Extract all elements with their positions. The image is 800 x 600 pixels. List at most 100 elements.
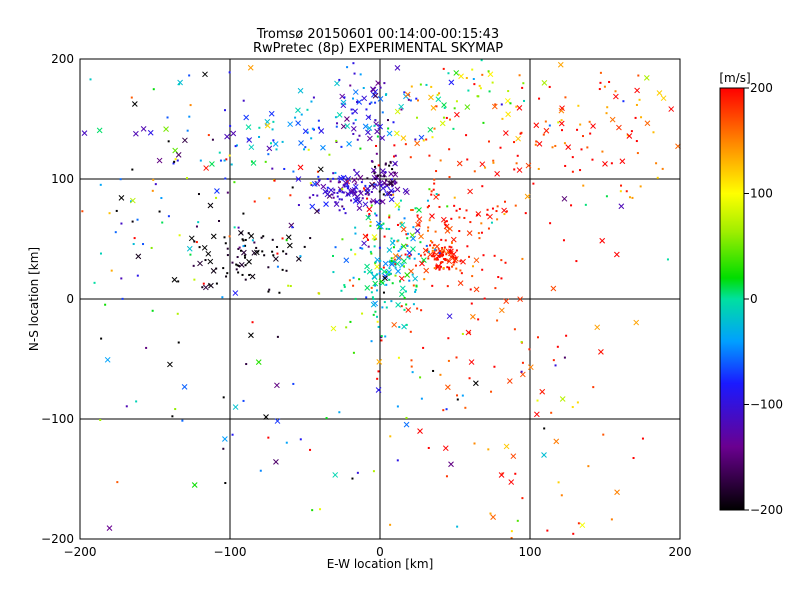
- data-point-cross: [379, 198, 386, 205]
- data-point-dot: [622, 100, 625, 103]
- data-point-cross: [534, 411, 540, 418]
- data-point-dot: [177, 280, 180, 283]
- data-point-dot: [406, 237, 409, 240]
- data-point-dot: [427, 446, 430, 449]
- data-point-cross: [263, 414, 269, 420]
- data-point-cross: [541, 80, 548, 86]
- data-point-dot: [513, 328, 516, 331]
- data-point-dot: [340, 198, 343, 201]
- data-point-dot: [521, 497, 524, 500]
- data-point-dot: [448, 176, 451, 179]
- data-point-cross: [104, 356, 111, 363]
- data-point-dot: [167, 140, 170, 143]
- data-point-dot: [521, 257, 524, 260]
- data-point-dot: [255, 246, 258, 249]
- data-point-cross: [386, 130, 393, 137]
- data-point-dot: [303, 245, 306, 248]
- data-point-dot: [453, 196, 456, 199]
- data-point-cross: [243, 114, 250, 121]
- data-point-dot: [477, 318, 480, 321]
- data-point-dot: [366, 191, 369, 194]
- data-point-dot: [381, 306, 384, 309]
- data-point-cross: [133, 130, 139, 137]
- data-point-dot: [445, 116, 448, 119]
- data-point-dot: [218, 219, 221, 222]
- data-point-dot: [444, 239, 447, 242]
- data-point-dot: [437, 255, 440, 258]
- data-point-dot: [81, 210, 84, 213]
- data-point-dot: [242, 239, 245, 242]
- data-point-dot: [233, 181, 236, 184]
- data-point-dot: [478, 237, 481, 240]
- data-point-dot: [497, 276, 500, 279]
- data-point-dot: [467, 89, 470, 92]
- data-point-dot: [223, 159, 226, 162]
- data-point-dot: [263, 254, 266, 257]
- data-point-dot: [376, 289, 379, 292]
- data-point-cross: [298, 140, 304, 146]
- data-point-dot: [418, 224, 421, 227]
- data-point-dot: [557, 121, 560, 124]
- data-point-dot: [509, 102, 512, 105]
- data-point-dot: [426, 249, 429, 252]
- data-point-dot: [472, 265, 475, 268]
- data-point-dot: [332, 196, 335, 199]
- data-point-dot: [136, 274, 139, 277]
- data-point-cross: [618, 203, 625, 210]
- data-point-cross: [439, 120, 446, 127]
- y-tick-label: 0: [66, 292, 74, 306]
- data-point-dot: [208, 283, 211, 286]
- data-point-dot: [456, 398, 459, 401]
- data-point-dot: [343, 285, 346, 288]
- colorbar-tick-label: 100: [750, 187, 773, 201]
- data-point-dot: [442, 267, 445, 270]
- data-point-dot: [393, 258, 396, 261]
- data-point-dot: [453, 204, 456, 207]
- data-point-dot: [494, 287, 497, 290]
- data-point-dot: [461, 394, 464, 397]
- data-point-cross: [371, 234, 378, 240]
- data-point-cross: [356, 99, 363, 105]
- data-point-dot: [445, 408, 448, 411]
- data-point-dot: [400, 305, 403, 308]
- data-point-dot: [382, 222, 385, 225]
- data-point-dot: [436, 265, 439, 268]
- data-point-dot: [318, 292, 321, 295]
- data-point-dot: [359, 73, 362, 76]
- data-point-cross: [501, 207, 507, 214]
- data-point-dot: [432, 369, 435, 372]
- data-point-dot: [412, 226, 415, 229]
- data-point-dot: [608, 80, 611, 83]
- data-point-dot: [490, 221, 493, 224]
- data-point-dot: [374, 183, 377, 186]
- data-point-dot: [405, 303, 408, 306]
- data-point-cross: [399, 285, 406, 292]
- data-point-cross: [517, 296, 523, 303]
- data-point-dot: [469, 288, 472, 291]
- data-point-dot: [336, 122, 339, 125]
- data-point-dot: [448, 266, 451, 269]
- data-point-dot: [391, 178, 394, 181]
- data-point-cross: [387, 180, 393, 187]
- data-point-dot: [372, 470, 375, 473]
- data-point-dot: [489, 512, 492, 515]
- data-point-dot: [336, 191, 339, 194]
- data-point-dot: [454, 256, 457, 259]
- data-point-dot: [409, 99, 412, 102]
- data-point-cross: [616, 124, 622, 131]
- data-point-dot: [382, 291, 385, 294]
- data-point-dot: [495, 210, 498, 213]
- data-point-dot: [173, 160, 176, 163]
- data-point-dot: [370, 190, 373, 193]
- data-point-dot: [271, 250, 274, 253]
- data-point-dot: [445, 253, 448, 256]
- data-point-dot: [99, 418, 102, 421]
- data-point-cross: [214, 188, 220, 194]
- data-point-dot: [342, 191, 345, 194]
- data-point-cross: [370, 301, 377, 308]
- data-point-dot: [572, 532, 575, 535]
- data-point-cross: [357, 174, 364, 181]
- data-point-cross: [579, 522, 586, 529]
- data-point-dot: [482, 121, 485, 124]
- data-point-dot: [455, 209, 458, 212]
